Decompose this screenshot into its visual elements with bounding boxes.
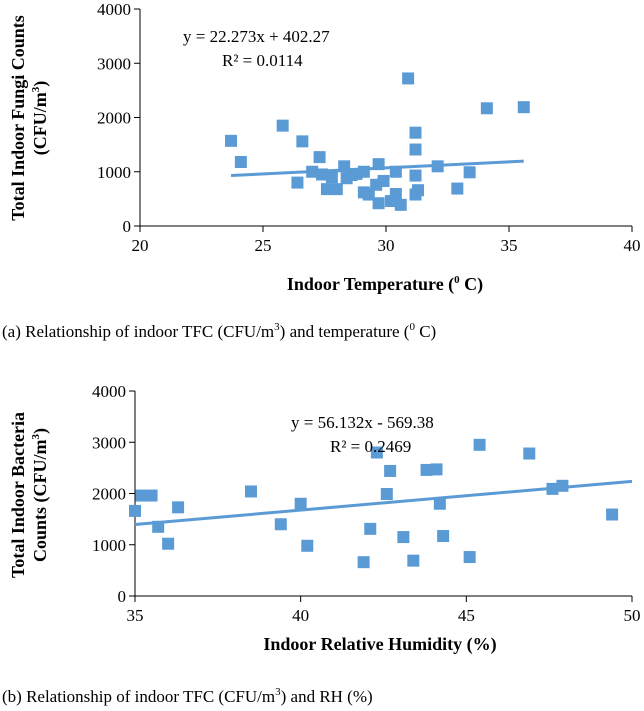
chart-b-point bbox=[357, 556, 370, 569]
chart-a-point bbox=[409, 143, 422, 156]
chart-a-point bbox=[313, 151, 326, 164]
chart-b-points bbox=[129, 438, 619, 569]
chart-b-point bbox=[135, 489, 148, 502]
chart-b-point bbox=[172, 501, 185, 514]
chart-a-x-tick-label: 20 bbox=[132, 236, 149, 255]
chart-a-x-tick-label: 35 bbox=[501, 236, 518, 255]
chart-b-point bbox=[162, 537, 175, 550]
chart-a-point bbox=[306, 165, 319, 178]
chart-b-point bbox=[523, 447, 536, 460]
chart-b-point bbox=[301, 539, 314, 552]
chart-a-point bbox=[372, 197, 385, 210]
chart-b-point bbox=[294, 497, 307, 510]
chart-a-point bbox=[372, 158, 385, 171]
chart-b-point bbox=[397, 531, 410, 544]
chart-a-y-tick-label: 4000 bbox=[97, 0, 131, 19]
chart-a-point bbox=[316, 168, 329, 181]
chart-a-point bbox=[389, 187, 402, 200]
chart-b-point bbox=[384, 464, 397, 477]
chart-a-point bbox=[451, 182, 464, 195]
chart-a-points bbox=[225, 72, 530, 211]
chart-a-point bbox=[330, 183, 343, 196]
chart-b-equation: y = 56.132x - 569.38 bbox=[291, 413, 434, 432]
chart-a-point bbox=[291, 176, 304, 189]
chart-a-y-tick-label: 3000 bbox=[97, 54, 131, 73]
chart-a-point bbox=[409, 169, 422, 182]
chart-b-x-ticks: 35 40 45 50 bbox=[127, 596, 641, 625]
chart-b-y-tick-label: 0 bbox=[118, 587, 127, 606]
chart-a-point bbox=[409, 126, 422, 139]
chart-b-point bbox=[546, 482, 559, 495]
chart-a-y-label-line1: Total Indoor Fungi Counts bbox=[8, 15, 28, 221]
chart-b-y-tick-label: 4000 bbox=[92, 382, 126, 401]
chart-b-point bbox=[433, 497, 446, 510]
chart-b-point bbox=[274, 518, 287, 531]
chart-a-point bbox=[402, 72, 415, 85]
chart-a-x-ticks: 20 25 30 35 40 bbox=[132, 226, 641, 255]
chart-b-y-tick-label: 3000 bbox=[92, 433, 126, 452]
chart-a-point bbox=[362, 188, 375, 201]
chart-b-caption: (b) Relationship of indoor TFC (CFU/m3) … bbox=[2, 686, 373, 706]
chart-a-x-label: Indoor Temperature (0 C) bbox=[287, 274, 483, 295]
chart-b-point bbox=[364, 522, 377, 535]
chart-b-x-tick-label: 35 bbox=[127, 606, 144, 625]
chart-b-y-ticks: 0 1000 2000 3000 4000 bbox=[92, 382, 135, 606]
chart-b: 0 1000 2000 3000 4000 35 40 45 50 y = 56.132x -… bbox=[2, 382, 641, 706]
chart-b-r-squared: R² = 0.2469 bbox=[330, 437, 411, 456]
chart-a-point bbox=[431, 160, 444, 173]
chart-a-x-tick-label: 30 bbox=[378, 236, 395, 255]
chart-a-y-label-line2: (CFU/m3) bbox=[30, 81, 51, 155]
chart-a-point bbox=[296, 135, 309, 148]
chart-a-point bbox=[325, 171, 338, 184]
chart-b-point bbox=[370, 446, 383, 459]
chart-a-point bbox=[394, 198, 407, 211]
chart-a-y-label: Total Indoor Fungi Counts (CFU/m3) bbox=[8, 15, 51, 221]
chart-a-point bbox=[411, 184, 424, 197]
chart-a: 0 1000 2000 3000 4000 20 25 30 35 40 y = 22.273x… bbox=[2, 0, 641, 341]
chart-b-point bbox=[606, 508, 619, 521]
chart-b-x-tick-label: 45 bbox=[458, 606, 475, 625]
chart-b-y-label-line2: Counts (CFU/m3) bbox=[30, 428, 51, 562]
chart-b-y-label: Total Indoor Bacteria Counts (CFU/m3) bbox=[8, 412, 51, 578]
chart-a-y-tick-label: 0 bbox=[123, 217, 132, 236]
chart-a-x-tick-label: 25 bbox=[255, 236, 272, 255]
chart-a-y-ticks: 0 1000 2000 3000 4000 bbox=[97, 0, 140, 236]
chart-b-point bbox=[244, 485, 257, 498]
chart-b-x-label: Indoor Relative Humidity (%) bbox=[263, 634, 496, 655]
chart-b-y-tick-label: 1000 bbox=[92, 536, 126, 555]
chart-b-point bbox=[420, 463, 433, 476]
chart-b-y-label-line1: Total Indoor Bacteria bbox=[8, 412, 28, 578]
chart-b-point bbox=[129, 504, 141, 517]
chart-b-x-tick-label: 40 bbox=[292, 606, 309, 625]
chart-a-y-tick-label: 2000 bbox=[97, 109, 131, 128]
chart-b-y-tick-label: 2000 bbox=[92, 485, 126, 504]
chart-b-point bbox=[430, 463, 443, 476]
chart-b-point bbox=[473, 438, 486, 451]
chart-a-point bbox=[320, 183, 333, 196]
chart-a-point bbox=[234, 155, 247, 168]
chart-a-caption: (a) Relationship of indoor TFC (CFU/m3) … bbox=[2, 321, 436, 341]
chart-a-y-tick-label: 1000 bbox=[97, 163, 131, 182]
chart-b-point bbox=[463, 551, 476, 564]
chart-a-point bbox=[463, 166, 476, 179]
chart-a-r-squared: R² = 0.0114 bbox=[222, 51, 303, 70]
chart-a-point bbox=[377, 174, 390, 187]
chart-a-x-tick-label: 40 bbox=[624, 236, 641, 255]
chart-b-point bbox=[437, 530, 450, 543]
chart-a-point bbox=[225, 134, 238, 147]
chart-a-point bbox=[357, 165, 370, 178]
chart-b-point bbox=[380, 488, 393, 501]
chart-b-point bbox=[407, 554, 420, 567]
chart-a-equation: y = 22.273x + 402.27 bbox=[183, 27, 330, 46]
chart-b-x-tick-label: 50 bbox=[624, 606, 641, 625]
chart-a-point bbox=[517, 101, 530, 114]
chart-b-point bbox=[145, 489, 158, 502]
chart-a-point bbox=[480, 102, 493, 115]
chart-b-point bbox=[152, 520, 165, 533]
chart-b-point bbox=[556, 479, 569, 492]
chart-a-point bbox=[389, 165, 402, 178]
chart-a-point bbox=[276, 119, 289, 132]
